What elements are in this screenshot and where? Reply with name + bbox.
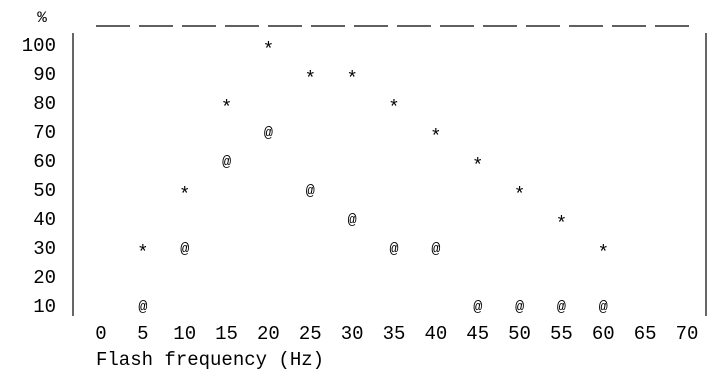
y-tick-label: 60 xyxy=(33,151,56,173)
data-point-star: * xyxy=(305,68,316,90)
data-point-at: @ xyxy=(180,241,189,258)
data-point-at: @ xyxy=(138,299,147,316)
y-tick-labels: 100 90 80 70 60 50 40 30 20 10 xyxy=(22,35,56,318)
x-tick-label: 45 xyxy=(466,323,489,345)
x-tick-label: 65 xyxy=(634,323,657,345)
x-tick-label: 0 xyxy=(95,323,106,345)
x-tick-label: 35 xyxy=(383,323,406,345)
x-tick-label: 30 xyxy=(341,323,364,345)
x-tick-label: 55 xyxy=(550,323,573,345)
data-point-star: * xyxy=(137,242,148,264)
data-point-at: @ xyxy=(264,125,273,142)
x-tick-label: 25 xyxy=(299,323,322,345)
data-point-star: * xyxy=(221,97,232,119)
y-tick-label: 80 xyxy=(33,93,56,115)
x-tick-label: 60 xyxy=(592,323,615,345)
data-point-at: @ xyxy=(473,299,482,316)
data-point-at: @ xyxy=(599,299,608,316)
data-point-at: @ xyxy=(306,183,315,200)
y-tick-label: 70 xyxy=(33,122,56,144)
y-tick-label: 20 xyxy=(33,267,56,289)
data-point-star: * xyxy=(346,68,357,90)
data-point-star: * xyxy=(514,184,525,206)
data-point-star: * xyxy=(430,126,441,148)
x-axis-title: Flash frequency (Hz) xyxy=(96,349,324,371)
data-point-at: @ xyxy=(389,241,398,258)
data-point-star: * xyxy=(263,39,274,61)
y-tick-label: 10 xyxy=(33,296,56,318)
x-tick-label: 50 xyxy=(508,323,531,345)
y-tick-label: 100 xyxy=(22,35,56,57)
y-tick-label: 90 xyxy=(33,64,56,86)
data-point-star: * xyxy=(598,242,609,264)
x-tick-labels: 0 5 10 15 20 25 30 35 40 45 50 55 60 65 70 xyxy=(95,323,698,345)
y-tick-label: 50 xyxy=(33,180,56,202)
x-tick-label: 5 xyxy=(137,323,148,345)
data-point-at: @ xyxy=(431,241,440,258)
y-tick-label: 30 xyxy=(33,238,56,260)
x-tick-label: 40 xyxy=(424,323,447,345)
data-point-star: * xyxy=(179,184,190,206)
x-tick-label: 20 xyxy=(257,323,280,345)
data-point-at: @ xyxy=(222,154,231,171)
data-point-at: @ xyxy=(515,299,524,316)
x-tick-label: 70 xyxy=(676,323,699,345)
data-point-star: * xyxy=(556,213,567,235)
x-tick-label: 10 xyxy=(173,323,196,345)
data-points: * * * * * * * * * * * * @ @ @ @ @ @ @ @ @ @ @ @ xyxy=(137,39,609,316)
y-tick-label: 40 xyxy=(33,209,56,231)
data-point-star: * xyxy=(472,155,483,177)
data-point-at: @ xyxy=(348,212,357,229)
x-tick-label: 15 xyxy=(215,323,238,345)
y-axis-title: % xyxy=(37,9,47,27)
data-point-star: * xyxy=(388,97,399,119)
data-point-at: @ xyxy=(557,299,566,316)
